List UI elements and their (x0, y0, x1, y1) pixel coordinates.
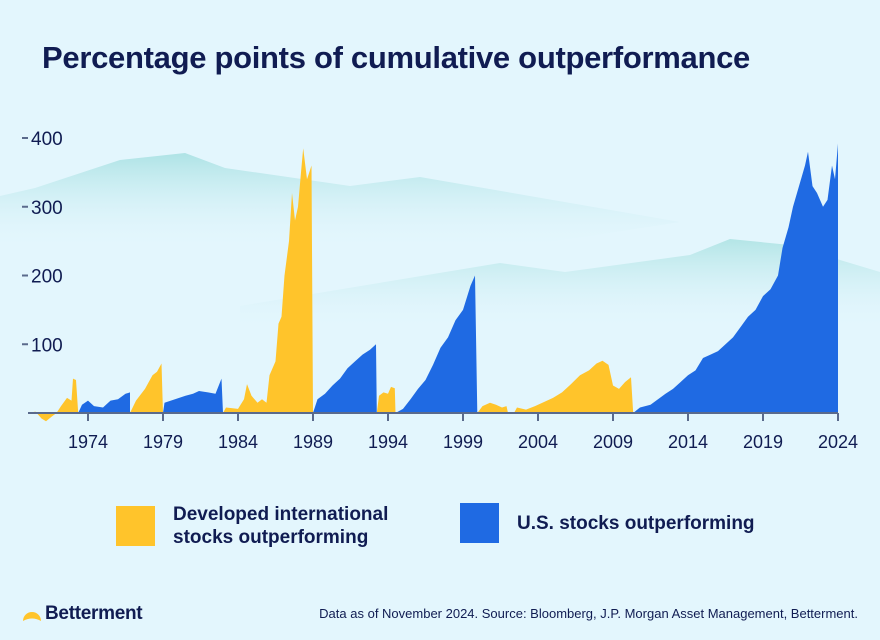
background-mountain-front (240, 239, 880, 330)
area-international-segment-4 (477, 360, 634, 413)
y-tick-label: 400 (31, 129, 63, 150)
x-tick-label: 1994 (368, 432, 408, 452)
y-tick-label: 300 (31, 198, 63, 219)
x-tick-label: 2009 (593, 432, 633, 452)
area-international-segment-2 (223, 148, 313, 414)
betterment-logo: Betterment (22, 603, 143, 625)
x-tick-label: 1984 (218, 432, 258, 452)
legend-label-us: U.S. stocks outperforming (517, 512, 755, 534)
legend-swatch-us (460, 503, 499, 543)
x-tick-label: 1974 (68, 432, 108, 452)
area-international-segment-0 (28, 378, 79, 422)
legend-label-line2: stocks outperforming (173, 527, 369, 548)
source-note: Data as of November 2024. Source: Bloomb… (319, 606, 858, 621)
area-international-segment-1 (130, 363, 163, 413)
legend-item-international: Developed international stocks outperfor… (116, 503, 388, 549)
y-tick-label: 200 (31, 267, 63, 288)
area-international-segment-3 (376, 386, 396, 413)
background-mountain-back (0, 153, 680, 250)
logo-text: Betterment (45, 603, 143, 624)
x-tick-label: 1979 (143, 432, 183, 452)
legend-label-international: Developed international stocks outperfor… (173, 503, 388, 549)
x-tick-label: 2024 (818, 432, 858, 452)
sun-logo-icon (23, 612, 41, 621)
y-tick-label: 100 (31, 335, 63, 356)
x-tick-label: 1999 (443, 432, 483, 452)
area-us-segment-1 (163, 378, 223, 413)
x-tick-label: 2004 (518, 432, 558, 452)
legend-swatch-international (116, 506, 155, 546)
legend-item-us: U.S. stocks outperforming (460, 503, 755, 543)
area-us-segment-3 (395, 275, 478, 413)
x-tick-label: 2019 (743, 432, 783, 452)
area-us-segment-4 (633, 143, 838, 413)
area-us-segment-2 (313, 344, 377, 413)
x-tick-label: 1989 (293, 432, 333, 452)
x-tick-label: 2014 (668, 432, 708, 452)
chart-title: Percentage points of cumulative outperfo… (42, 40, 750, 75)
area-us-segment-0 (78, 392, 130, 413)
legend-label-line1: Developed international (173, 504, 389, 525)
